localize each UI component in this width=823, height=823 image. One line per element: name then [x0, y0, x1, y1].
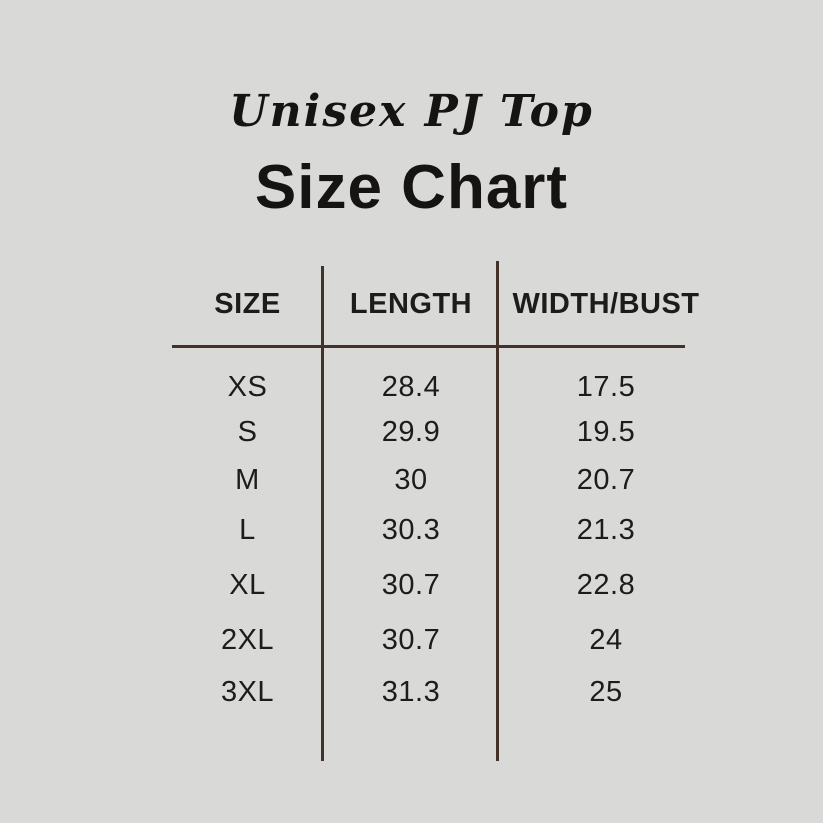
size-cell: XL [229, 568, 266, 601]
header-divider-line [172, 345, 685, 348]
length-cell: 30.7 [381, 623, 441, 656]
length-cell: 31.3 [381, 675, 441, 708]
width-bust-cell: 17.5 [576, 370, 636, 403]
width-bust-cell: 19.5 [576, 415, 636, 448]
page-title: Size Chart [254, 153, 569, 222]
length-cell: 30.7 [381, 568, 441, 601]
size-cell: 3XL [220, 675, 275, 708]
table-row: 3XL 31.3 25 [172, 674, 713, 710]
product-name: Unisex PJ Top [229, 86, 594, 137]
width-bust-cell: 21.3 [576, 513, 636, 546]
length-cell: 29.9 [381, 415, 441, 448]
column-header-length: LENGTH [349, 287, 473, 320]
width-bust-cell: 25 [589, 675, 623, 708]
table-row: 2XL 30.7 24 [172, 622, 713, 658]
size-cell: M [235, 463, 260, 496]
size-cell: S [237, 415, 258, 448]
table-row: XS 28.4 17.5 [172, 369, 713, 405]
table-row: XL 30.7 22.8 [172, 567, 713, 603]
table-row: S 29.9 19.5 [172, 414, 713, 450]
width-bust-cell: 20.7 [576, 463, 636, 496]
size-cell: 2XL [220, 623, 275, 656]
table-row: M 30 20.7 [172, 462, 713, 498]
column-divider-line [496, 261, 499, 761]
size-cell: L [239, 513, 256, 546]
column-header-width-bust: WIDTH/BUST [512, 287, 700, 320]
length-cell: 30.3 [381, 513, 441, 546]
table-row: L 30.3 21.3 [172, 512, 713, 548]
length-cell: 30 [394, 463, 428, 496]
width-bust-cell: 24 [589, 623, 623, 656]
width-bust-cell: 22.8 [576, 568, 636, 601]
size-cell: XS [227, 370, 268, 403]
column-header-size: SIZE [214, 287, 281, 320]
length-cell: 28.4 [381, 370, 441, 403]
column-divider-line [321, 266, 324, 761]
table-header-row: SIZE LENGTH WIDTH/BUST [172, 262, 713, 346]
